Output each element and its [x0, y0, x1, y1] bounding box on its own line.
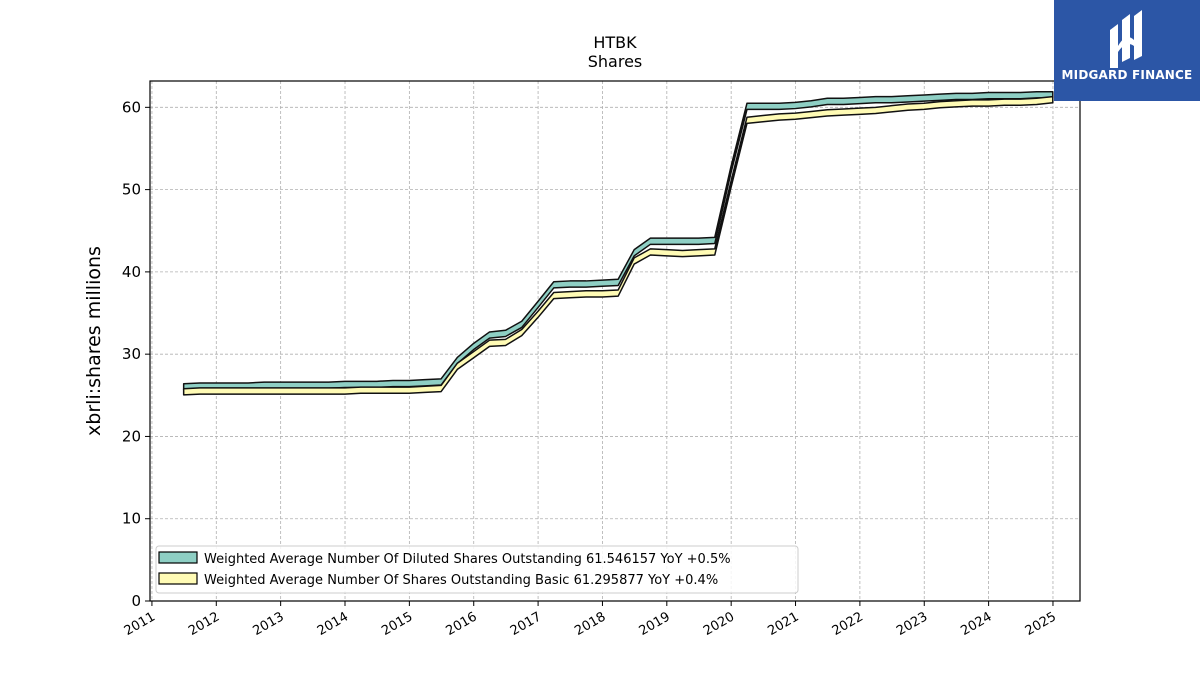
x-tick-label: 2022 — [830, 609, 866, 639]
x-tick-label: 2018 — [572, 609, 608, 639]
basic-shares-area — [182, 95, 1054, 396]
x-tick-label: 2015 — [379, 609, 415, 639]
y-tick-label: 0 — [131, 592, 141, 610]
x-tick-label: 2019 — [637, 609, 673, 639]
logo-text: MIDGARD FINANCE — [1061, 68, 1193, 82]
y-axis-label: xbrli:shares millions — [83, 246, 105, 436]
legend-box — [155, 545, 799, 594]
x-tick-label: 2012 — [186, 609, 222, 639]
y-tick-label: 30 — [122, 345, 141, 363]
chart-subtitle: Shares — [588, 52, 643, 71]
legend: Weighted Average Number Of Diluted Share… — [155, 545, 799, 594]
legend-swatch-diluted — [158, 551, 198, 564]
midgard-finance-logo: MIDGARD FINANCE — [1054, 0, 1200, 101]
y-tick-label: 10 — [122, 510, 141, 528]
legend-label-basic: Weighted Average Number Of Shares Outsta… — [204, 573, 718, 588]
legend-swatch-basic — [158, 572, 198, 585]
y-tick-label: 60 — [122, 98, 141, 116]
legend-label-diluted: Weighted Average Number Of Diluted Share… — [204, 552, 731, 567]
y-tick-label: 50 — [122, 181, 141, 199]
midgard-logo-mark-icon — [1110, 10, 1142, 68]
plot-frame — [149, 80, 1081, 602]
diluted-shares-area — [182, 90, 1054, 391]
x-tick-label: 2020 — [701, 609, 737, 639]
chart-title: HTBK — [593, 33, 637, 52]
x-tick-label: 2023 — [894, 609, 930, 639]
x-tick-label: 2011 — [122, 609, 158, 639]
x-tick-label: 2021 — [765, 609, 801, 639]
series-areas — [182, 90, 1054, 396]
x-tick-label: 2025 — [1023, 609, 1059, 639]
y-tick-label: 40 — [122, 263, 141, 281]
x-tick-label: 2013 — [250, 609, 286, 639]
x-tick-label: 2016 — [444, 609, 480, 639]
y-tick-label: 20 — [122, 427, 141, 445]
x-tick-label: 2017 — [508, 609, 544, 639]
x-tick-label: 2024 — [958, 609, 994, 639]
grid — [150, 81, 1080, 602]
x-tick-label: 2014 — [315, 609, 351, 639]
